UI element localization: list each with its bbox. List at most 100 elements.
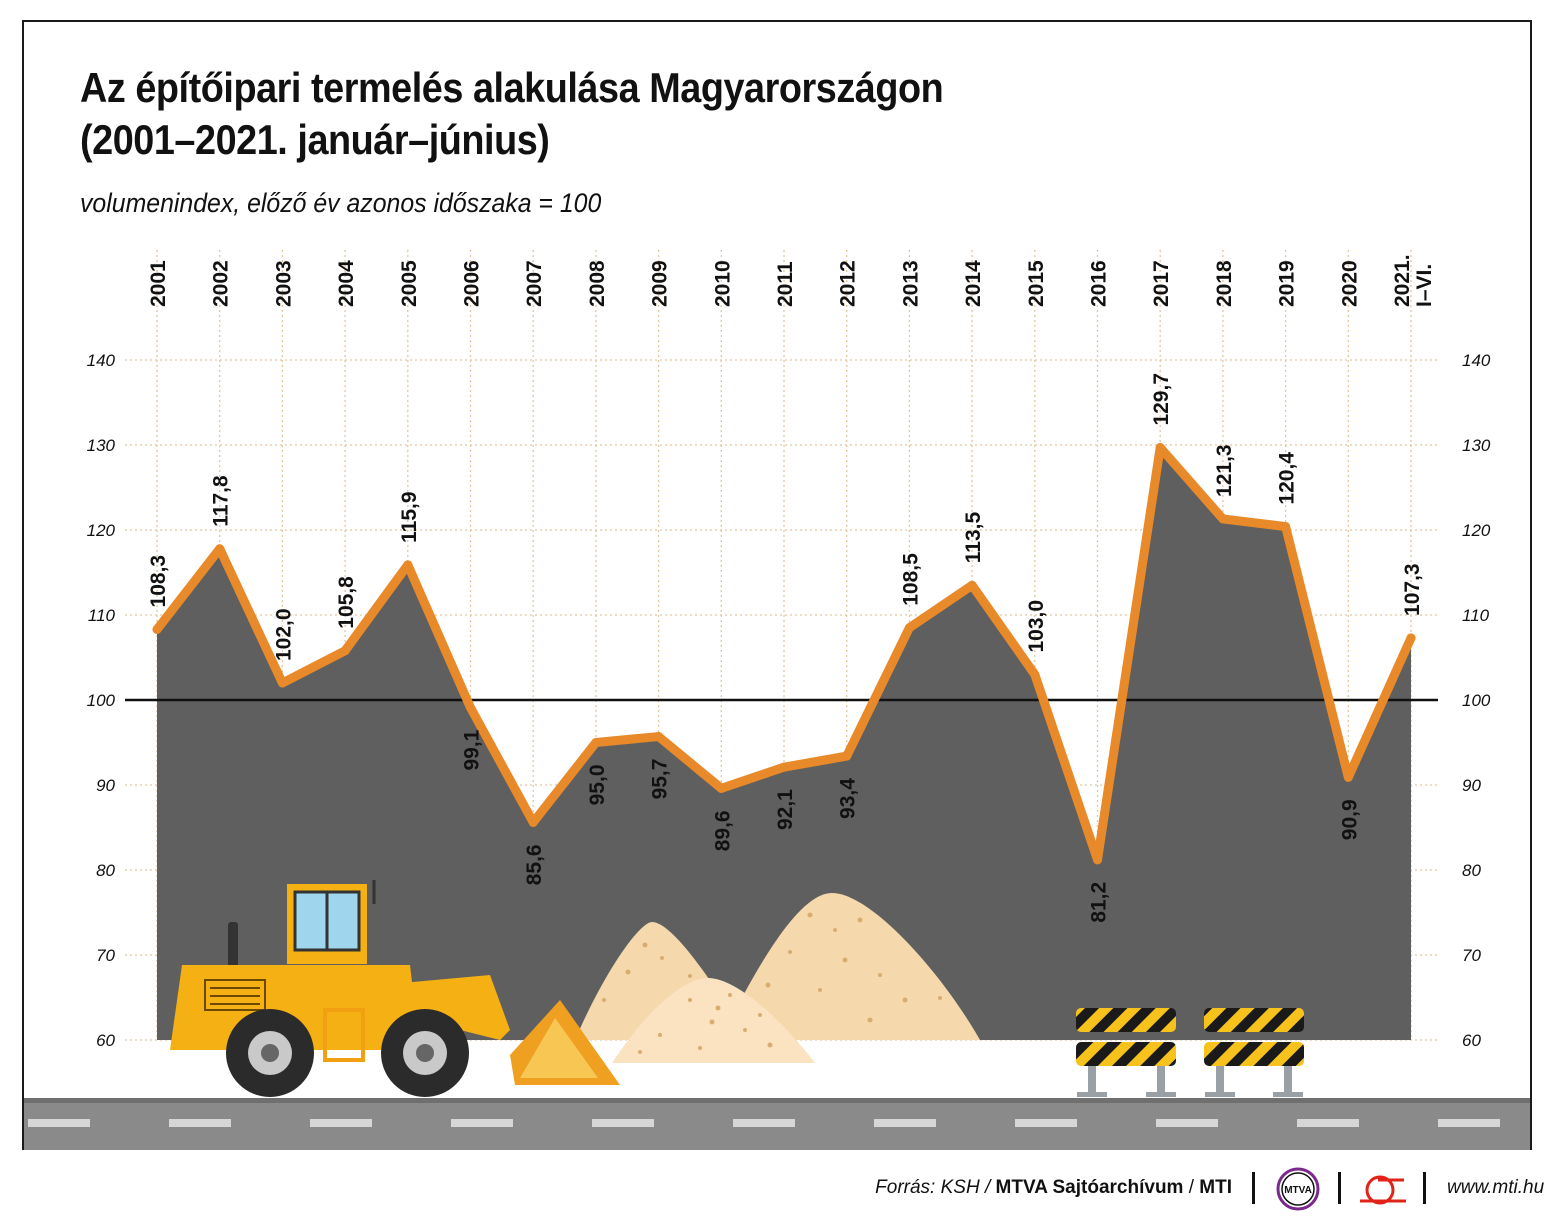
y-tick-label-left: 110 [88, 606, 116, 625]
data-point [340, 646, 350, 656]
value-label: 105,8 [335, 576, 358, 629]
value-label: 120,4 [1276, 452, 1299, 505]
y-tick-label-left: 90 [96, 776, 115, 795]
title-line-1: Az építőipari termelés alakulása Magyaro… [80, 64, 944, 111]
road-edge [24, 1098, 1530, 1103]
mtva-logo: MTVA [1276, 1167, 1320, 1211]
value-label: 129,7 [1150, 373, 1173, 426]
data-point [215, 544, 225, 554]
y-tick-label-right: 60 [1462, 1031, 1481, 1050]
y-tick-label-right: 130 [1462, 436, 1491, 455]
y-tick-label-right: 120 [1462, 521, 1491, 540]
road-dash [451, 1119, 513, 1127]
loader-ladder [323, 1008, 365, 1062]
footer-divider [1252, 1172, 1255, 1204]
mtva-logo-text: MTVA [1284, 1185, 1312, 1196]
category-label: 2007 [523, 260, 546, 307]
barricade-left [1076, 1008, 1176, 1097]
loader-arm [380, 975, 510, 1040]
y-tick-label-left: 60 [96, 1031, 115, 1050]
sand-piles [575, 893, 980, 1063]
data-point [466, 703, 475, 713]
y-tick-label-left: 80 [96, 861, 115, 880]
data-point [1155, 443, 1165, 453]
y-tick-label-left: 130 [87, 436, 116, 455]
y-tick-label-right: 100 [1462, 691, 1491, 710]
category-label: 2004 [335, 260, 358, 307]
road-dash [310, 1119, 372, 1127]
category-label: 2002 [210, 260, 233, 307]
y-tick-label-right: 70 [1462, 946, 1481, 965]
sand-pile-large [720, 893, 980, 1040]
value-label: 121,3 [1213, 444, 1236, 497]
category-label: 2016 [1088, 260, 1111, 307]
data-point [528, 817, 538, 827]
category-label: 2020 [1338, 260, 1361, 307]
category-label: 2019 [1276, 260, 1299, 307]
category-label: 2011 [774, 261, 797, 307]
road-markings [28, 1119, 1500, 1127]
y-tick-label-left: 120 [87, 521, 116, 540]
sand-texture [602, 912, 942, 1054]
value-label: 89,6 [711, 810, 734, 851]
category-label: 2017 [1150, 260, 1173, 307]
value-labels: 108,3 117,8 102,0 105,8 115,9 99,1 85,6 95,0 95,… [147, 373, 1424, 923]
category-label: 2014 [962, 260, 985, 307]
value-label: 93,4 [837, 778, 860, 819]
value-label: 90,9 [1338, 799, 1361, 840]
category-label: 2018 [1213, 260, 1236, 307]
y-tick-label-left: 70 [96, 946, 115, 965]
value-label: 95,7 [649, 759, 672, 800]
value-label: 107,3 [1401, 563, 1424, 616]
value-label: 81,2 [1088, 882, 1111, 923]
data-point [654, 732, 664, 742]
loader-grille [204, 979, 266, 1011]
wheel-loader-illustration [170, 880, 620, 1097]
road-dash [1015, 1119, 1077, 1127]
data-point [1406, 633, 1416, 643]
footer-divider [1423, 1172, 1426, 1204]
category-label: I–VI. [1413, 264, 1436, 307]
category-label: 2005 [398, 260, 421, 307]
road-dash [169, 1119, 231, 1127]
title-line-2: (2001–2021. január–június) [80, 116, 550, 163]
value-label: 108,3 [147, 555, 170, 608]
footer: Forrás: KSH / MTVA Sajtóarchívum / MTI M… [0, 1160, 1554, 1220]
value-label: 95,0 [586, 765, 609, 806]
category-label: 2012 [837, 260, 860, 307]
road-dash [592, 1119, 654, 1127]
source-credit: Forrás: KSH / MTVA Sajtóarchívum / MTI [875, 1177, 1232, 1199]
value-label: 102,0 [272, 608, 295, 661]
loader-bucket-inner [520, 1018, 598, 1078]
value-label: 99,1 [461, 729, 484, 770]
y-tick-label-right: 80 [1462, 861, 1481, 880]
category-label: 2008 [586, 260, 609, 307]
data-point [1343, 772, 1353, 782]
category-label: 2013 [899, 260, 922, 307]
data-point [967, 580, 977, 590]
chart-title: Az építőipari termelés alakulása Magyaro… [80, 62, 944, 166]
data-point [1093, 855, 1102, 865]
category-label: 2006 [461, 260, 484, 307]
y-tick-label-right: 140 [1462, 351, 1491, 370]
road-dash [1297, 1119, 1359, 1127]
road-dash [28, 1119, 90, 1127]
value-label: 92,1 [774, 789, 797, 830]
mti-logo [1360, 1175, 1406, 1205]
data-point [1281, 522, 1291, 532]
y-tick-label-left: 140 [87, 351, 116, 370]
barricade-right [1204, 1008, 1304, 1097]
source-prefix: Forrás: KSH / [875, 1177, 991, 1198]
footer-divider [1338, 1172, 1341, 1204]
y-tick-label-right: 90 [1462, 776, 1481, 795]
source-agency: MTI [1199, 1177, 1232, 1198]
data-point [152, 624, 162, 634]
road-dash [733, 1119, 795, 1127]
category-label: 2015 [1025, 260, 1048, 307]
value-label: 115,9 [398, 491, 421, 542]
road-dash [1438, 1119, 1500, 1127]
y-tick-label-right: 110 [1462, 606, 1490, 625]
road-dash [1156, 1119, 1218, 1127]
category-label: 2021. [1391, 254, 1414, 307]
data-point [904, 623, 914, 633]
